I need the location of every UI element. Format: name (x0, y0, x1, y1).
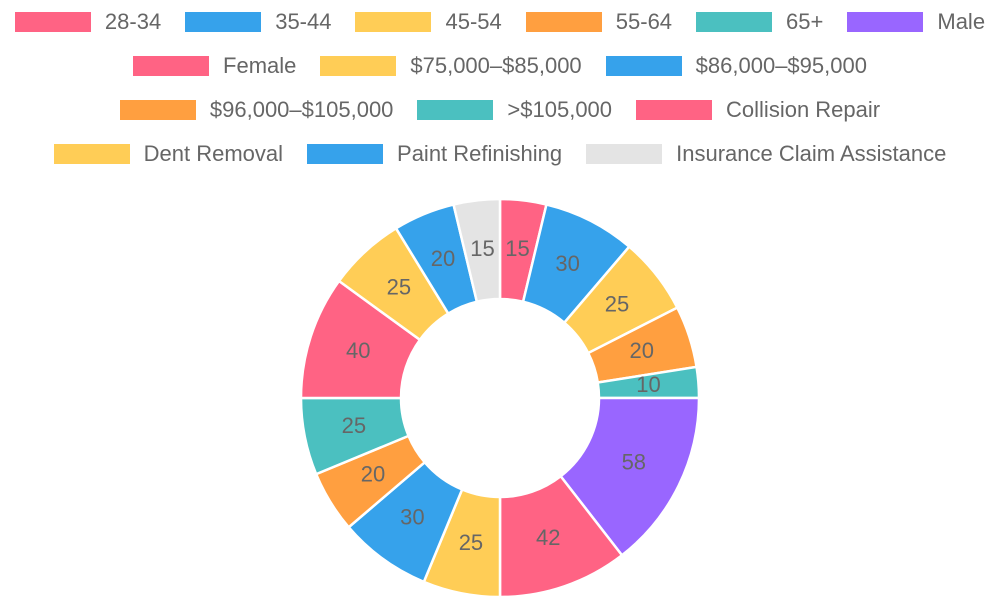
legend-swatch (355, 12, 432, 32)
value-label: 58 (622, 449, 646, 474)
value-label: 40 (346, 338, 370, 363)
value-label: 25 (342, 413, 366, 438)
legend-label: Insurance Claim Assistance (676, 141, 947, 166)
legend-label: 35-44 (275, 9, 332, 34)
legend-label: Male (937, 9, 986, 34)
legend-swatch (307, 144, 384, 164)
legend-item[interactable]: >$105,000 (417, 97, 613, 122)
legend-item[interactable]: 55-64 (525, 9, 673, 34)
legend-item[interactable]: $75,000–$85,000 (320, 53, 582, 78)
legend-item[interactable]: Dent Removal (53, 141, 284, 166)
value-label: 15 (470, 236, 494, 261)
legend-label: >$105,000 (507, 97, 613, 122)
legend-label: Female (223, 53, 297, 78)
legend-swatch (636, 100, 713, 120)
legend: 28-34 35-44 45-54 55-64 65+ Male Female $75,000… (10, 9, 990, 166)
legend-label: Paint Refinishing (397, 141, 563, 166)
legend-item[interactable]: Female (133, 53, 297, 78)
legend-swatch (320, 56, 397, 76)
value-label: 30 (555, 251, 579, 276)
legend-swatch (605, 56, 682, 76)
legend-swatch (417, 100, 494, 120)
slice (452, 197, 502, 304)
value-label: 25 (605, 292, 629, 317)
legend-label: $96,000–$105,000 (209, 97, 394, 122)
legend-item[interactable]: 28-34 (14, 9, 162, 34)
value-label: 20 (629, 338, 653, 363)
legend-label: Dent Removal (143, 141, 284, 166)
legend-item[interactable]: 65+ (696, 9, 824, 34)
legend-label: 28-34 (104, 9, 162, 34)
value-label: 25 (387, 274, 411, 299)
value-label: 30 (400, 504, 424, 529)
legend-item[interactable]: Insurance Claim Assistance (586, 141, 947, 166)
value-label: 20 (361, 462, 385, 487)
legend-item[interactable]: Collision Repair (636, 97, 881, 122)
legend-item[interactable]: 45-54 (355, 9, 502, 34)
legend-item[interactable]: Paint Refinishing (307, 141, 563, 166)
legend-label: $86,000–$95,000 (695, 53, 867, 78)
legend-swatch (53, 144, 130, 164)
legend-swatch (847, 12, 924, 32)
legend-label: 65+ (786, 9, 824, 34)
value-label: 42 (536, 525, 560, 550)
legend-swatch (185, 12, 262, 32)
legend-item[interactable]: Male (847, 9, 986, 34)
legend-label: 45-54 (445, 9, 502, 34)
value-label: 10 (636, 372, 660, 397)
legend-swatch (696, 12, 773, 32)
legend-swatch (14, 12, 91, 32)
legend-label: 55-64 (615, 9, 673, 34)
legend-swatch (133, 56, 210, 76)
legend-item[interactable]: 35-44 (185, 9, 332, 34)
legend-item[interactable]: $96,000–$105,000 (119, 97, 394, 122)
legend-label: Collision Repair (726, 97, 881, 122)
legend-swatch (119, 100, 196, 120)
slice (558, 396, 701, 557)
legend-swatch (525, 12, 602, 32)
legend-label: $75,000–$85,000 (410, 53, 582, 78)
value-label: 25 (459, 530, 483, 555)
legend-item[interactable]: $86,000–$95,000 (605, 53, 867, 78)
value-label: 20 (431, 246, 455, 271)
value-label: 15 (505, 236, 529, 261)
legend-swatch (586, 144, 663, 164)
